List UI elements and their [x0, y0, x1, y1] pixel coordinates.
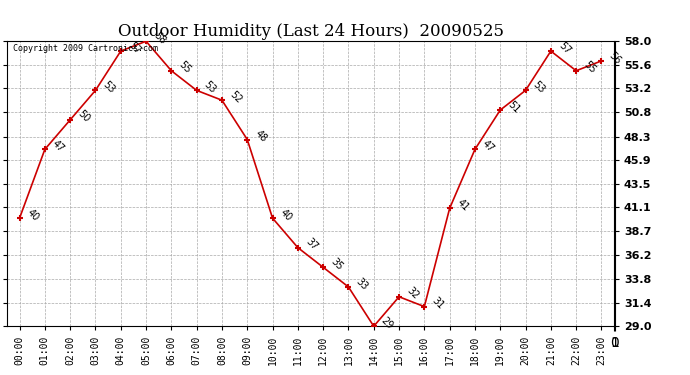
Text: 53: 53 [531, 80, 547, 95]
Text: 57: 57 [556, 40, 572, 56]
Text: 53: 53 [202, 80, 218, 95]
Text: 32: 32 [404, 286, 420, 302]
Text: 41: 41 [455, 197, 471, 213]
Text: 40: 40 [278, 207, 294, 223]
Text: 53: 53 [101, 80, 117, 95]
Text: 40: 40 [25, 207, 41, 223]
Text: 50: 50 [76, 109, 92, 124]
Text: 56: 56 [607, 50, 623, 66]
Text: 37: 37 [304, 237, 319, 252]
Text: 58: 58 [152, 30, 168, 46]
Text: 57: 57 [126, 40, 142, 56]
Text: 33: 33 [354, 276, 370, 292]
Text: 55: 55 [582, 60, 598, 75]
Text: 35: 35 [328, 256, 344, 272]
Text: 51: 51 [506, 99, 522, 115]
Text: 31: 31 [430, 296, 446, 311]
Text: 55: 55 [177, 60, 193, 75]
Text: 47: 47 [50, 138, 66, 154]
Text: 29: 29 [380, 315, 395, 331]
Text: 48: 48 [253, 129, 268, 144]
Text: 52: 52 [228, 89, 244, 105]
Text: Copyright 2009 Cartronics.com: Copyright 2009 Cartronics.com [13, 44, 158, 53]
Title: Outdoor Humidity (Last 24 Hours)  20090525: Outdoor Humidity (Last 24 Hours) 2009052… [117, 23, 504, 40]
Text: 47: 47 [480, 138, 496, 154]
